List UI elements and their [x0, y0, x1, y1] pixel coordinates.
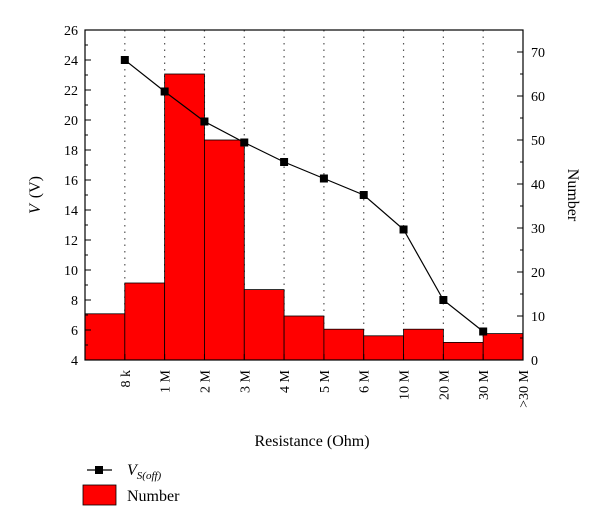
right-tick-label: 10 — [531, 310, 545, 325]
legend-marker-swatch — [95, 466, 103, 474]
left-tick-label: 18 — [64, 144, 78, 159]
right-axis-title: Number — [564, 169, 581, 222]
bars-layer — [84, 73, 524, 361]
bar — [323, 328, 365, 361]
x-tick-label: 5 M — [318, 369, 333, 393]
series-line — [124, 59, 484, 332]
bar — [482, 333, 524, 361]
x-tick-label: 10 M — [398, 369, 413, 400]
left-tick-label: 26 — [64, 24, 78, 39]
left-tick-label: 12 — [64, 234, 78, 249]
x-tick-label: 30 M — [477, 369, 492, 400]
legend-entry-line: VS(off) — [87, 462, 162, 482]
left-axis-title: V(V) — [27, 176, 44, 214]
left-axis: 4 6 8 10 12 14 16 18 20 22 24 26 — [64, 24, 91, 369]
bar — [403, 328, 444, 361]
x-axis: 8 k 1 M 2 M 3 M 4 M 5 M 6 M 10 M 20 M 30 M >30 M — [119, 354, 532, 408]
left-tick-label: 14 — [64, 204, 78, 219]
bar — [124, 282, 166, 361]
legend-label-line: VS(off) — [127, 462, 162, 482]
series-marker — [319, 174, 328, 183]
legend-bar-swatch — [82, 484, 117, 506]
legend-entry-bars: Number — [82, 484, 180, 506]
right-tick-label: 0 — [531, 354, 538, 369]
right-tick-label: 40 — [531, 178, 545, 193]
bar — [363, 335, 404, 361]
x-tick-label: 2 M — [198, 369, 213, 393]
left-tick-label: 8 — [71, 294, 78, 309]
x-tick-label: 3 M — [238, 369, 253, 393]
right-tick-label: 70 — [531, 46, 545, 61]
left-tick-label: 10 — [64, 264, 78, 279]
series-marker — [200, 117, 209, 126]
x-tick-label: 1 M — [159, 369, 174, 393]
x-tick-label: >30 M — [517, 369, 532, 407]
series-marker — [399, 225, 408, 234]
series-marker — [479, 327, 488, 336]
bar — [84, 313, 126, 361]
series-marker — [359, 191, 368, 199]
right-axis: 0 10 20 30 40 50 60 70 — [517, 46, 545, 369]
x-axis-title: Resistance (Ohm) — [254, 433, 369, 450]
series-marker — [439, 296, 448, 304]
left-tick-label: 4 — [71, 354, 78, 369]
x-tick-label: 6 M — [358, 369, 373, 393]
bar — [283, 315, 325, 361]
x-tick-label: 4 M — [278, 369, 293, 393]
left-tick-label: 20 — [64, 114, 78, 129]
left-tick-label: 24 — [64, 54, 78, 69]
left-tick-label: 22 — [64, 84, 78, 99]
legend-label-bars: Number — [127, 488, 180, 505]
series-marker — [120, 56, 129, 64]
line-layer — [120, 56, 488, 336]
left-tick-label: 16 — [64, 174, 78, 189]
series-marker — [240, 138, 249, 147]
right-tick-label: 20 — [531, 266, 545, 281]
right-tick-label: 50 — [531, 134, 545, 149]
x-tick-label: 8 k — [119, 370, 134, 388]
left-tick-label: 6 — [71, 324, 78, 339]
bar — [204, 139, 245, 361]
right-tick-label: 60 — [531, 90, 545, 105]
x-tick-label: 20 M — [437, 369, 452, 400]
bar — [164, 73, 205, 361]
bar — [442, 341, 484, 361]
legend: VS(off) Number — [82, 462, 180, 506]
right-tick-label: 30 — [531, 222, 545, 237]
series-marker — [280, 158, 289, 166]
series-marker — [160, 87, 169, 96]
bar — [243, 289, 285, 361]
